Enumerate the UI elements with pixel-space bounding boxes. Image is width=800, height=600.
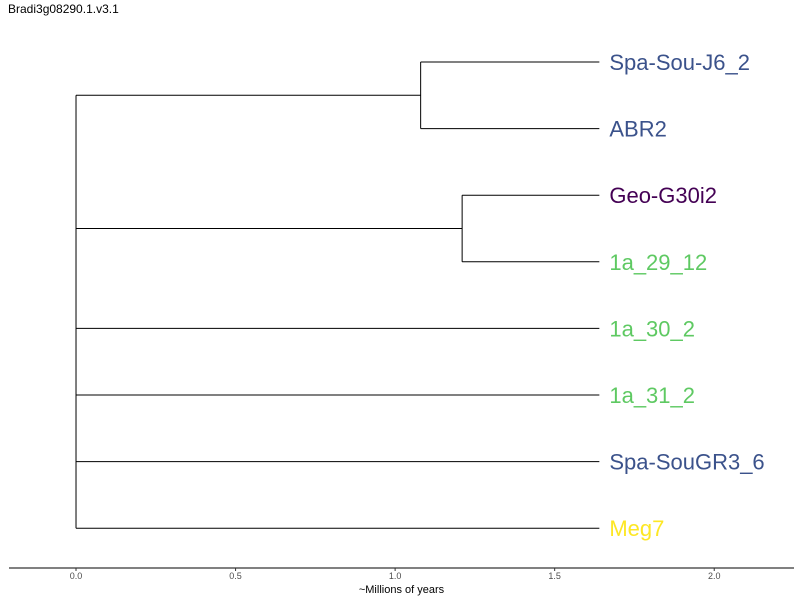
tree-branches (75, 61, 600, 529)
tip-label: Geo-G30i2 (609, 183, 717, 208)
tip-label: Meg7 (609, 516, 664, 541)
tip-label: ABR2 (609, 117, 666, 142)
tip-label: 1a_30_2 (609, 316, 695, 341)
x-tick-label: 0.0 (70, 571, 83, 581)
x-axis-title: ~Millions of years (359, 584, 445, 596)
x-tick-label: 2.0 (708, 571, 721, 581)
gene-title: Bradi3g08290.1.v3.1 (8, 2, 119, 16)
x-tick-label: 0.5 (229, 571, 242, 581)
tip-label: Spa-SouGR3_6 (609, 450, 764, 475)
x-tick-label: 1.5 (548, 571, 561, 581)
x-tick-label: 1.0 (389, 571, 402, 581)
tip-label: 1a_29_12 (609, 250, 707, 275)
x-axis-ticks: 0.0 0.5 1.0 1.5 2.0 (70, 568, 721, 581)
tip-label: Spa-Sou-J6_2 (609, 50, 750, 75)
tip-labels: Spa-Sou-J6_2 ABR2 Geo-G30i2 1a_29_12 1a_30_2… (609, 50, 764, 541)
x-axis: 0.0 0.5 1.0 1.5 2.0 ~Millions of years (9, 567, 794, 596)
tip-label: 1a_31_2 (609, 383, 695, 408)
